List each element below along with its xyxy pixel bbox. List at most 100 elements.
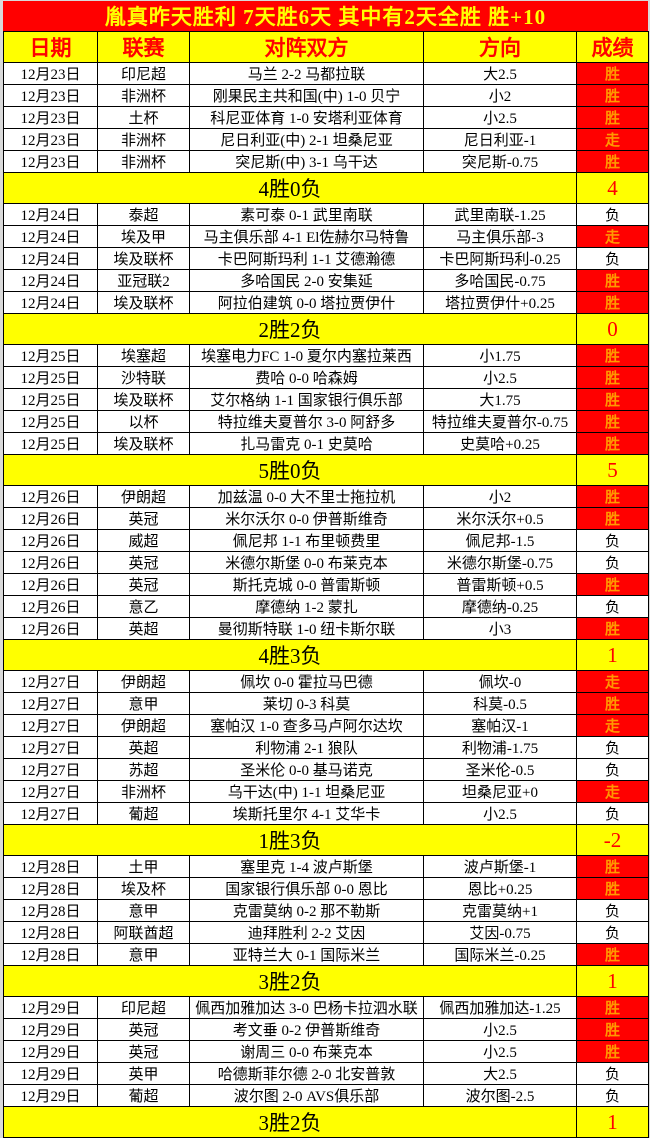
match-cell: 加兹温 0-0 大不里士拖拉机 — [189, 485, 424, 508]
table-row: 12月29日 英冠 考文垂 0-2 伊普斯维奇 小2.5 胜 — [3, 1018, 649, 1041]
result-cell: 走 — [576, 780, 649, 803]
table-row: 12月27日 伊朗超 塞帕汉 1-0 查多马卢阿尔达坎 塞帕汉-1 走 — [3, 714, 649, 737]
date-cell: 12月23日 — [3, 128, 98, 151]
direction-cell: 利物浦-1.75 — [423, 736, 577, 759]
match-cell: 费哈 0-0 哈森姆 — [189, 366, 424, 389]
direction-cell: 多哈国民-0.75 — [423, 269, 577, 292]
direction-cell: 突尼斯-0.75 — [423, 150, 577, 173]
date-cell: 12月25日 — [3, 366, 98, 389]
table-row: 12月23日 土杯 科尼亚体育 1-0 安塔利亚体育 小2.5 胜 — [3, 106, 649, 129]
table-row: 12月25日 以杯 特拉维夫夏普尔 3-0 阿舒多 特拉维夫夏普尔-0.75 胜 — [3, 410, 649, 433]
column-header: 对阵双方 — [189, 31, 424, 63]
league-cell: 英冠 — [97, 1040, 190, 1063]
result-cell: 胜 — [576, 344, 649, 367]
league-cell: 埃及联杯 — [97, 388, 190, 411]
date-cell: 12月24日 — [3, 269, 98, 292]
date-cell: 12月27日 — [3, 692, 98, 715]
date-cell: 12月23日 — [3, 150, 98, 173]
table-row: 12月29日 英甲 哈德斯菲尔德 2-0 北安普敦 大2.5 负 — [3, 1062, 649, 1085]
date-cell: 12月23日 — [3, 84, 98, 107]
direction-cell: 克雷莫纳+1 — [423, 899, 577, 922]
summary-label: 4胜0负 — [3, 172, 577, 204]
match-cell: 莱切 0-3 科莫 — [189, 692, 424, 715]
result-cell: 负 — [576, 921, 649, 944]
results-table: 日期 联赛 对阵双方 方向 成绩 12月23日 印尼超 马兰 2-2 马都拉联 大2.5 胜 12… — [3, 31, 649, 1138]
result-cell: 负 — [576, 595, 649, 618]
table-row: 12月28日 阿联酋超 迪拜胜利 2-2 艾因 艾因-0.75 负 — [3, 921, 649, 944]
date-cell: 12月29日 — [3, 1062, 98, 1085]
date-cell: 12月23日 — [3, 106, 98, 129]
column-header: 成绩 — [576, 31, 649, 63]
league-cell: 土杯 — [97, 106, 190, 129]
result-cell: 胜 — [576, 573, 649, 596]
table-row: 12月25日 埃塞超 埃塞电力FC 1-0 夏尔内塞拉莱西 小1.75 胜 — [3, 344, 649, 367]
result-cell: 胜 — [576, 150, 649, 173]
table-row: 12月23日 非洲杯 刚果民主共和国(中) 1-0 贝宁 小2 胜 — [3, 84, 649, 107]
match-cell: 多哈国民 2-0 安集延 — [189, 269, 424, 292]
match-cell: 圣米伦 0-0 基马诺克 — [189, 758, 424, 781]
match-cell: 阿拉伯建筑 0-0 塔拉贾伊什 — [189, 291, 424, 314]
date-cell: 12月26日 — [3, 529, 98, 552]
banner-title: 胤真昨天胜利 7天胜6天 其中有2天全胜 胜+10 — [104, 5, 547, 29]
match-cell: 塞帕汉 1-0 查多马卢阿尔达坎 — [189, 714, 424, 737]
match-cell: 亚特兰大 0-1 国际米兰 — [189, 943, 424, 966]
column-header: 日期 — [3, 31, 98, 63]
date-cell: 12月25日 — [3, 410, 98, 433]
table-row: 12月27日 苏超 圣米伦 0-0 基马诺克 圣米伦-0.5 负 — [3, 758, 649, 781]
summary-value: 4 — [576, 172, 649, 204]
direction-cell: 米德尔斯堡-0.75 — [423, 551, 577, 574]
result-cell: 胜 — [576, 507, 649, 530]
direction-cell: 史莫哈+0.25 — [423, 432, 577, 455]
result-cell: 胜 — [576, 291, 649, 314]
result-cell: 走 — [576, 128, 649, 151]
table-row: 12月23日 非洲杯 突尼斯(中) 3-1 乌干达 突尼斯-0.75 胜 — [3, 150, 649, 173]
result-cell: 胜 — [576, 432, 649, 455]
direction-cell: 波卢斯堡-1 — [423, 855, 577, 878]
summary-row: 4胜0负 4 — [3, 172, 649, 204]
date-cell: 12月26日 — [3, 551, 98, 574]
table-row: 12月26日 英超 曼彻斯特联 1-0 纽卡斯尔联 小3 胜 — [3, 617, 649, 640]
match-cell: 迪拜胜利 2-2 艾因 — [189, 921, 424, 944]
result-cell: 负 — [576, 736, 649, 759]
date-cell: 12月24日 — [3, 247, 98, 270]
match-cell: 利物浦 2-1 狼队 — [189, 736, 424, 759]
result-cell: 胜 — [576, 692, 649, 715]
result-cell: 胜 — [576, 269, 649, 292]
summary-label: 4胜3负 — [3, 639, 577, 671]
match-cell: 卡巴阿斯玛利 1-1 艾德瀚德 — [189, 247, 424, 270]
match-cell: 突尼斯(中) 3-1 乌干达 — [189, 150, 424, 173]
result-cell: 胜 — [576, 84, 649, 107]
direction-cell: 米尔沃尔+0.5 — [423, 507, 577, 530]
summary-row: 1胜3负 -2 — [3, 824, 649, 856]
date-cell: 12月26日 — [3, 507, 98, 530]
league-cell: 阿联酋超 — [97, 921, 190, 944]
date-cell: 12月25日 — [3, 432, 98, 455]
table-row: 12月25日 埃及联杯 扎马雷克 0-1 史莫哈 史莫哈+0.25 胜 — [3, 432, 649, 455]
table-row: 12月26日 英冠 斯托克城 0-0 普雷斯顿 普雷斯顿+0.5 胜 — [3, 573, 649, 596]
league-cell: 英冠 — [97, 551, 190, 574]
page: 胤真昨天胜利 7天胜6天 其中有2天全胜 胜+10 日期 联赛 对阵双方 方向 成绩 1… — [3, 1, 649, 1138]
match-cell: 克雷莫纳 0-2 那不勒斯 — [189, 899, 424, 922]
date-cell: 12月27日 — [3, 802, 98, 825]
league-cell: 苏超 — [97, 758, 190, 781]
direction-cell: 圣米伦-0.5 — [423, 758, 577, 781]
column-header: 联赛 — [97, 31, 190, 63]
match-cell: 米德尔斯堡 0-0 布莱克本 — [189, 551, 424, 574]
summary-label: 3胜2负 — [3, 1106, 577, 1138]
banner: 胤真昨天胜利 7天胜6天 其中有2天全胜 胜+10 — [3, 1, 648, 31]
league-cell: 英甲 — [97, 1062, 190, 1085]
result-cell: 负 — [576, 899, 649, 922]
league-cell: 葡超 — [97, 802, 190, 825]
table-row: 12月24日 泰超 素可泰 0-1 武里南联 武里南联-1.25 负 — [3, 203, 649, 226]
match-cell: 曼彻斯特联 1-0 纽卡斯尔联 — [189, 617, 424, 640]
summary-value: -2 — [576, 824, 649, 856]
match-cell: 马主俱乐部 4-1 El佐赫尔马特鲁 — [189, 225, 424, 248]
league-cell: 意甲 — [97, 899, 190, 922]
league-cell: 非洲杯 — [97, 84, 190, 107]
table-row: 12月28日 埃及杯 国家银行俱乐部 0-0 恩比 恩比+0.25 胜 — [3, 877, 649, 900]
date-cell: 12月26日 — [3, 617, 98, 640]
direction-cell: 小2.5 — [423, 802, 577, 825]
league-cell: 英冠 — [97, 1018, 190, 1041]
table-row: 12月26日 英冠 米尔沃尔 0-0 伊普斯维奇 米尔沃尔+0.5 胜 — [3, 507, 649, 530]
match-cell: 摩德纳 1-2 蒙扎 — [189, 595, 424, 618]
